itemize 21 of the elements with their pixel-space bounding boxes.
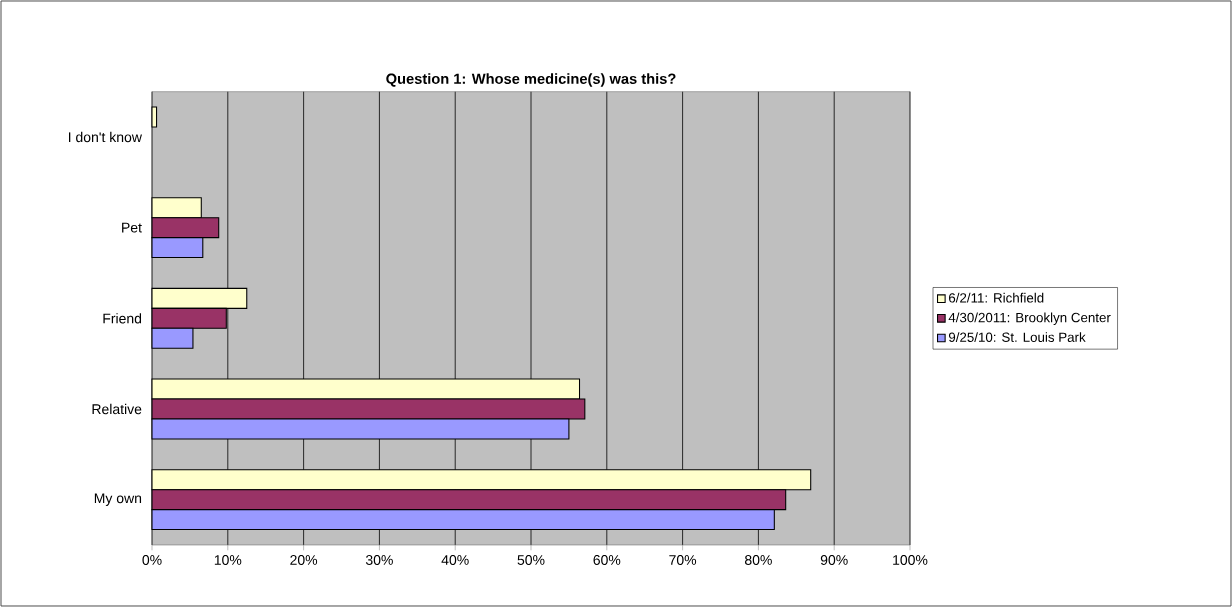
- y-tick-label: Friend: [103, 313, 142, 324]
- x-tick-label: 50%: [517, 555, 545, 565]
- y-tick-label: Pet: [122, 222, 142, 233]
- legend-label: 6/2/11: Richfield: [948, 292, 1044, 303]
- x-tick-label: 100%: [893, 555, 928, 565]
- x-tick-label: 70%: [669, 555, 697, 565]
- x-tick-label: 20%: [290, 555, 318, 565]
- legend-label: 9/25/10: St. Louis Park: [948, 332, 1086, 342]
- y-tick-label: My own: [94, 493, 142, 506]
- x-tick-label: 0%: [142, 555, 162, 565]
- chart-title: Question 1: Whose medicine(s) was this?: [386, 73, 676, 87]
- x-tick-label: 80%: [745, 555, 772, 565]
- y-tick-label: I don't know: [68, 131, 142, 143]
- legend-label: 4/30/2011: Brooklyn Center: [948, 312, 1111, 325]
- x-tick-label: 30%: [365, 555, 393, 565]
- x-tick-label: 60%: [593, 555, 621, 565]
- bar: [151, 106, 158, 128]
- x-tick-label: 40%: [441, 555, 469, 565]
- x-tick-label: 10%: [214, 555, 242, 565]
- x-tick-label: 90%: [820, 555, 848, 565]
- y-tick-label: Relative: [92, 403, 142, 415]
